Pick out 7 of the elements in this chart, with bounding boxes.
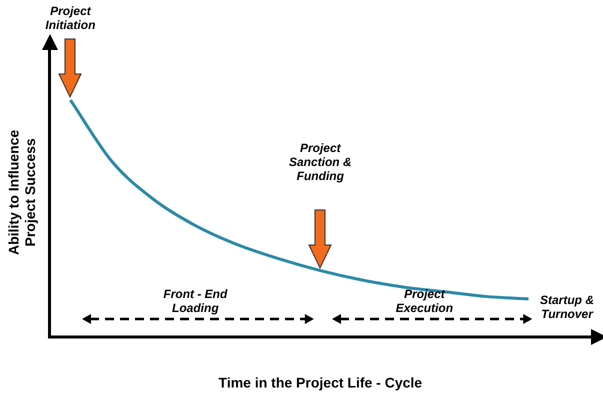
x-axis-title: Time in the Project Life - Cycle <box>218 374 422 390</box>
text: Project Initiation <box>44 4 96 32</box>
annotation: Project Execution <box>394 286 454 315</box>
annotation: Project Sanction & Funding <box>288 140 353 183</box>
y-axis-title: Ability to Influence Project Success <box>5 130 38 256</box>
annotation: Front - End Loading <box>162 286 228 315</box>
annotation: Startup & Turnover <box>539 292 595 321</box>
